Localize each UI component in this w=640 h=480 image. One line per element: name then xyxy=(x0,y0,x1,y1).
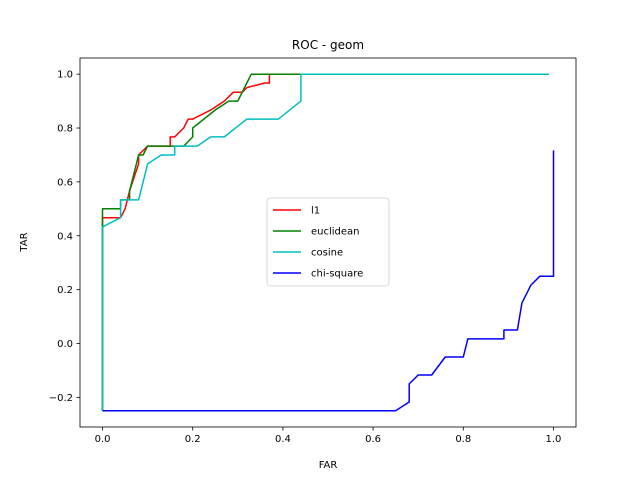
y-tick-label: 0.0 xyxy=(57,339,73,350)
plot-lines xyxy=(101,73,555,412)
legend-label: chi-square xyxy=(311,269,363,280)
y-tick-label: 0.2 xyxy=(57,285,73,296)
chart-title: ROC - geom xyxy=(292,38,364,52)
y-tick-label: −0.2 xyxy=(49,393,73,404)
legend-label: cosine xyxy=(311,248,343,259)
x-axis-label: FAR xyxy=(319,460,338,471)
x-axis-ticks: 0.0 0.2 0.4 0.6 0.8 1.0 xyxy=(95,427,562,445)
y-axis-ticks: −0.2 0.0 0.2 0.4 0.6 0.8 1.0 xyxy=(49,70,80,404)
series-line-l1 xyxy=(101,73,549,411)
y-tick-label: 0.8 xyxy=(57,124,73,135)
x-tick-label: 0.0 xyxy=(95,434,111,445)
legend-label: l1 xyxy=(311,206,320,217)
series-line-cosine xyxy=(101,73,549,411)
y-axis-label: TAR xyxy=(19,232,30,252)
x-tick-label: 0.6 xyxy=(365,434,381,445)
legend-label: euclidean xyxy=(311,227,360,238)
legend-box xyxy=(266,197,390,287)
axes-frame xyxy=(79,57,577,428)
y-tick-label: 0.6 xyxy=(57,177,73,188)
legend: l1 euclidean cosine chi-square xyxy=(266,197,390,287)
y-tick-label: 0.4 xyxy=(57,231,73,242)
series-line-chi-square xyxy=(102,150,555,412)
y-tick-label: 1.0 xyxy=(57,70,73,81)
x-tick-label: 0.4 xyxy=(275,434,291,445)
x-tick-label: 0.2 xyxy=(185,434,201,445)
x-tick-label: 1.0 xyxy=(546,434,562,445)
x-tick-label: 0.8 xyxy=(455,434,471,445)
